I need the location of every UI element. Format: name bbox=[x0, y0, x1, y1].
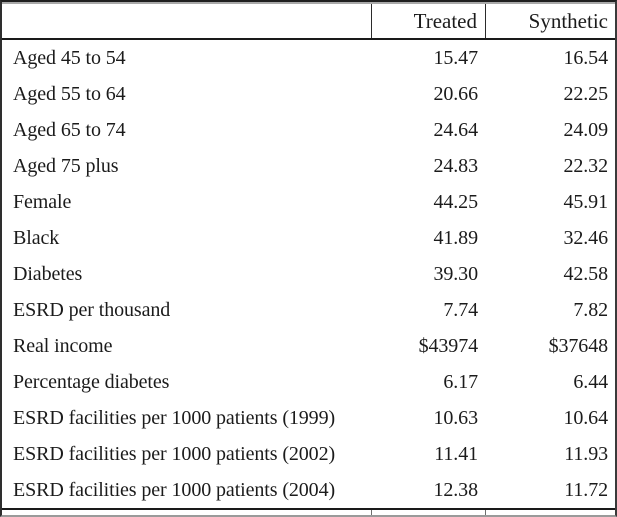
header-cell-synthetic: Synthetic bbox=[528, 8, 608, 33]
row-label: Female bbox=[13, 190, 72, 213]
treated-value: 24.83 bbox=[433, 154, 478, 177]
row-label: ESRD facilities per 1000 patients (1999) bbox=[13, 406, 336, 429]
table-row: Diabetes 39.30 42.58 bbox=[2, 256, 615, 292]
synthetic-value: 22.25 bbox=[563, 82, 608, 105]
table-row: Black 41.89 32.46 bbox=[2, 220, 615, 256]
row-label: Diabetes bbox=[13, 262, 83, 285]
table-row: Aged 75 plus 24.83 22.32 bbox=[2, 148, 615, 184]
row-label: Percentage diabetes bbox=[13, 370, 170, 393]
synthetic-value: 10.64 bbox=[563, 406, 608, 429]
column-separator-tick bbox=[484, 510, 486, 515]
treated-value: 20.66 bbox=[433, 82, 478, 105]
table-row: Female 44.25 45.91 bbox=[2, 184, 615, 220]
treated-value: 12.38 bbox=[433, 478, 478, 501]
treated-value: 44.25 bbox=[433, 190, 478, 213]
row-label: ESRD facilities per 1000 patients (2002) bbox=[13, 442, 336, 465]
table-row: Real income $43974 $37648 bbox=[2, 328, 615, 364]
column-separator-tick bbox=[370, 510, 372, 515]
synthetic-value: 6.44 bbox=[573, 370, 608, 393]
treated-value: 10.63 bbox=[433, 406, 478, 429]
synthetic-value: 45.91 bbox=[563, 190, 608, 213]
treated-value: 39.30 bbox=[433, 262, 478, 285]
table-row: ESRD per thousand 7.74 7.82 bbox=[2, 292, 615, 328]
bottom-rule-gap bbox=[2, 510, 615, 515]
synthetic-value: 7.82 bbox=[573, 298, 608, 321]
table-row: Percentage diabetes 6.17 6.44 bbox=[2, 364, 615, 400]
table-row: Aged 45 to 54 15.47 16.54 bbox=[2, 40, 615, 76]
treated-value: 41.89 bbox=[433, 226, 478, 249]
synthetic-value: $37648 bbox=[548, 334, 609, 357]
row-label: ESRD per thousand bbox=[13, 298, 171, 321]
row-label: Aged 65 to 74 bbox=[13, 118, 126, 141]
row-label: Aged 75 plus bbox=[13, 154, 119, 177]
synthetic-value: 11.72 bbox=[564, 478, 608, 501]
table-header-row: Treated Synthetic bbox=[2, 4, 615, 40]
treated-value: 24.64 bbox=[433, 118, 478, 141]
table-row: ESRD facilities per 1000 patients (2002)… bbox=[2, 436, 615, 472]
row-label: Aged 45 to 54 bbox=[13, 46, 126, 69]
synthetic-value: 11.93 bbox=[564, 442, 608, 465]
row-label: Aged 55 to 64 bbox=[13, 82, 126, 105]
synthetic-value: 22.32 bbox=[563, 154, 608, 177]
treated-value: 7.74 bbox=[443, 298, 478, 321]
synthetic-value: 32.46 bbox=[563, 226, 608, 249]
treated-value: 11.41 bbox=[434, 442, 478, 465]
header-cell-empty bbox=[2, 4, 372, 38]
table-row: ESRD facilities per 1000 patients (1999)… bbox=[2, 400, 615, 436]
synthetic-value: 42.58 bbox=[563, 262, 608, 285]
header-cell-treated: Treated bbox=[372, 4, 486, 38]
table-row: Aged 55 to 64 20.66 22.25 bbox=[2, 76, 615, 112]
treated-value: 6.17 bbox=[443, 370, 478, 393]
top-gray-rule bbox=[2, 2, 615, 4]
table-row: ESRD facilities per 1000 patients (2004)… bbox=[2, 472, 615, 508]
table-body: Aged 45 to 54 15.47 16.54 Aged 55 to 64 … bbox=[2, 40, 615, 510]
row-label: ESRD facilities per 1000 patients (2004) bbox=[13, 478, 336, 501]
treated-value: 15.47 bbox=[433, 46, 478, 69]
synthetic-value: 16.54 bbox=[563, 46, 608, 69]
synthetic-value: 24.09 bbox=[563, 118, 608, 141]
table-row: Aged 65 to 74 24.64 24.09 bbox=[2, 112, 615, 148]
row-label: Black bbox=[13, 226, 60, 249]
treated-value: $43974 bbox=[418, 334, 479, 357]
row-label: Real income bbox=[13, 334, 113, 357]
